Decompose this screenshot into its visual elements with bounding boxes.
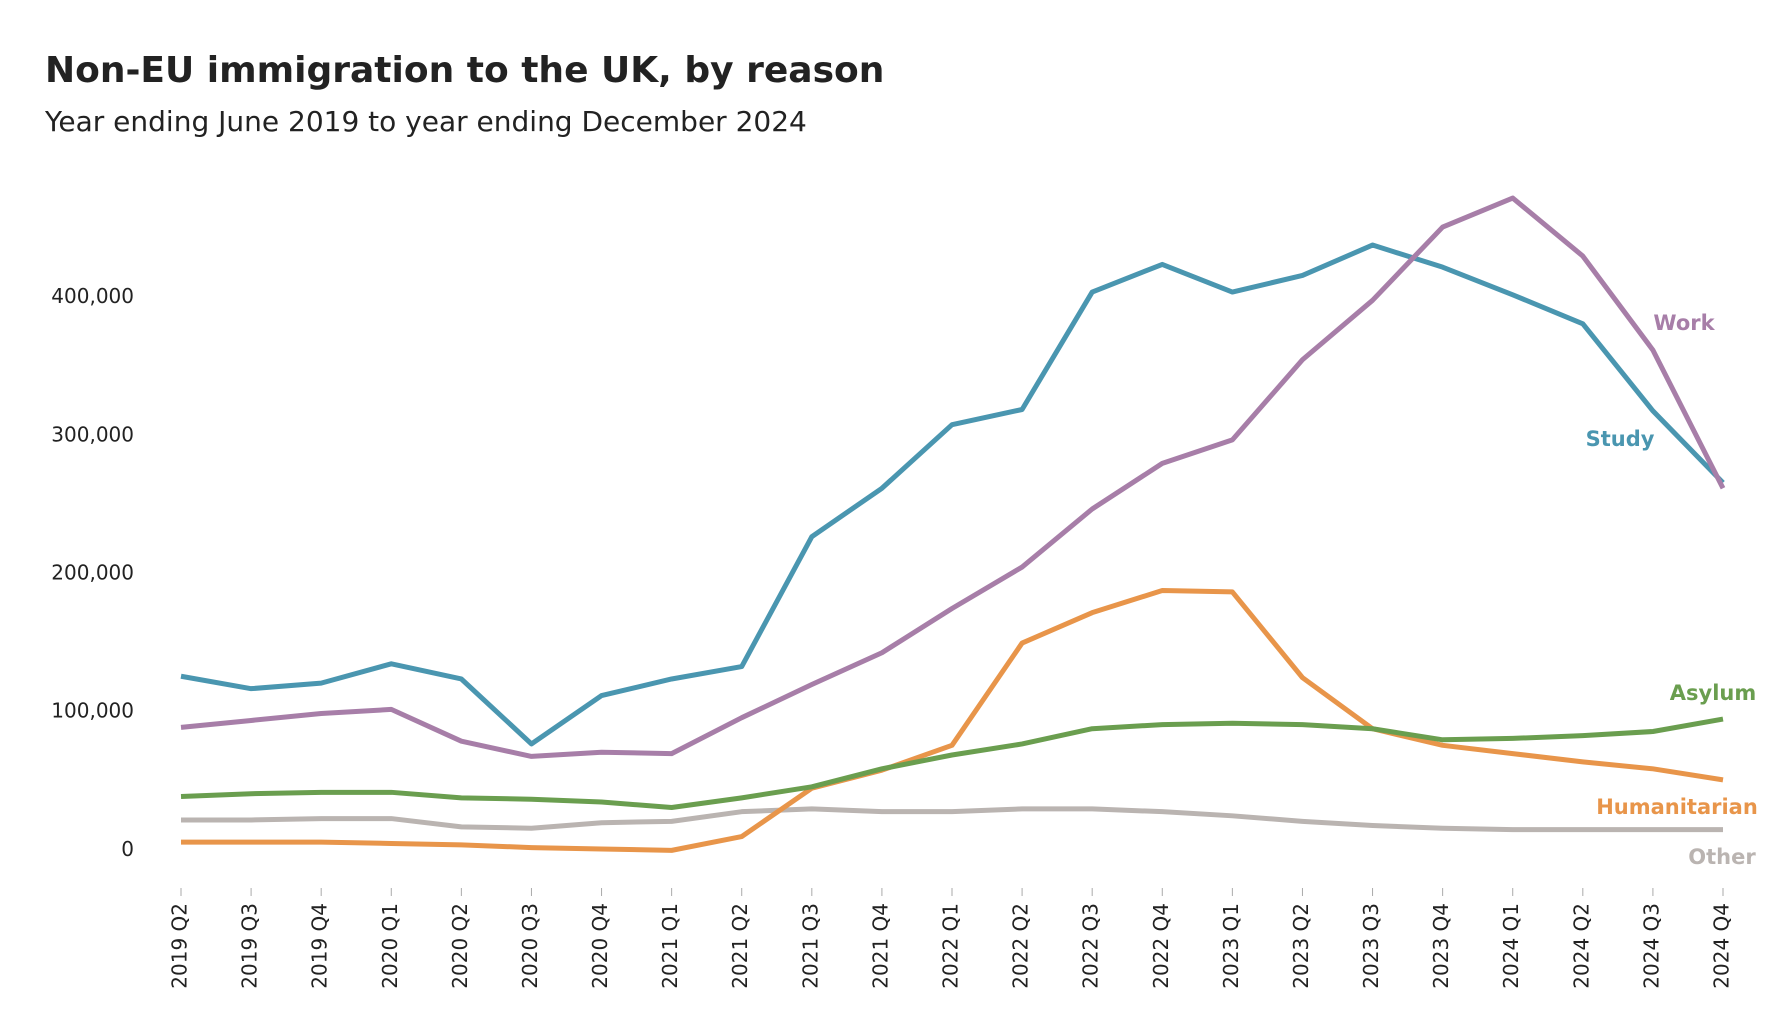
x-tick-label: 2023 Q1 bbox=[1219, 903, 1243, 989]
x-tick-label: 2024 Q4 bbox=[1710, 903, 1734, 989]
series-line bbox=[180, 716, 1724, 811]
y-tick-label: 100,000 bbox=[51, 699, 134, 723]
chart-title: Non-EU immigration to the UK, by reason bbox=[45, 50, 884, 91]
series-line bbox=[181, 806, 1723, 833]
x-tick-label: 2019 Q2 bbox=[168, 903, 192, 989]
series-label: Humanitarian bbox=[1596, 795, 1758, 819]
x-tick-label: 2021 Q2 bbox=[728, 903, 752, 989]
x-tick-label: 2020 Q4 bbox=[588, 903, 612, 989]
y-tick-label: 0 bbox=[121, 837, 134, 861]
x-tick-label: 2021 Q1 bbox=[658, 903, 682, 989]
series-label: Work bbox=[1653, 311, 1715, 335]
x-tick-label: 2023 Q4 bbox=[1429, 903, 1453, 989]
series-label: Other bbox=[1688, 845, 1756, 869]
x-tick-label: 2024 Q3 bbox=[1639, 903, 1663, 989]
x-tick-label: 2019 Q4 bbox=[308, 903, 332, 989]
y-tick-label: 400,000 bbox=[51, 284, 134, 308]
x-tick-label: 2020 Q2 bbox=[448, 903, 472, 989]
x-tick-label: 2024 Q1 bbox=[1499, 903, 1523, 989]
series-line bbox=[180, 195, 1726, 759]
x-tick-label: 2022 Q4 bbox=[1149, 903, 1173, 989]
x-tick-label: 2020 Q1 bbox=[378, 903, 402, 989]
chart-subtitle: Year ending June 2019 to year ending Dec… bbox=[44, 105, 807, 138]
x-tick-label: 2022 Q1 bbox=[939, 903, 963, 989]
x-tick-label: 2024 Q2 bbox=[1569, 903, 1593, 989]
y-tick-label: 300,000 bbox=[51, 422, 134, 446]
x-tick-label: 2021 Q3 bbox=[798, 903, 822, 989]
series-line bbox=[180, 242, 1725, 747]
series-label: Asylum bbox=[1670, 681, 1756, 705]
x-tick-label: 2023 Q3 bbox=[1359, 903, 1383, 989]
x-tick-label: 2019 Q3 bbox=[238, 903, 262, 989]
series-line bbox=[181, 588, 1724, 853]
x-tick-label: 2022 Q3 bbox=[1079, 903, 1103, 989]
x-tick-label: 2022 Q2 bbox=[1009, 903, 1033, 989]
y-tick-label: 200,000 bbox=[51, 560, 134, 584]
series-label: Study bbox=[1586, 427, 1655, 451]
x-tick-label: 2021 Q4 bbox=[868, 903, 892, 989]
x-tick-label: 2020 Q3 bbox=[518, 903, 542, 989]
x-tick-label: 2023 Q2 bbox=[1289, 903, 1313, 989]
